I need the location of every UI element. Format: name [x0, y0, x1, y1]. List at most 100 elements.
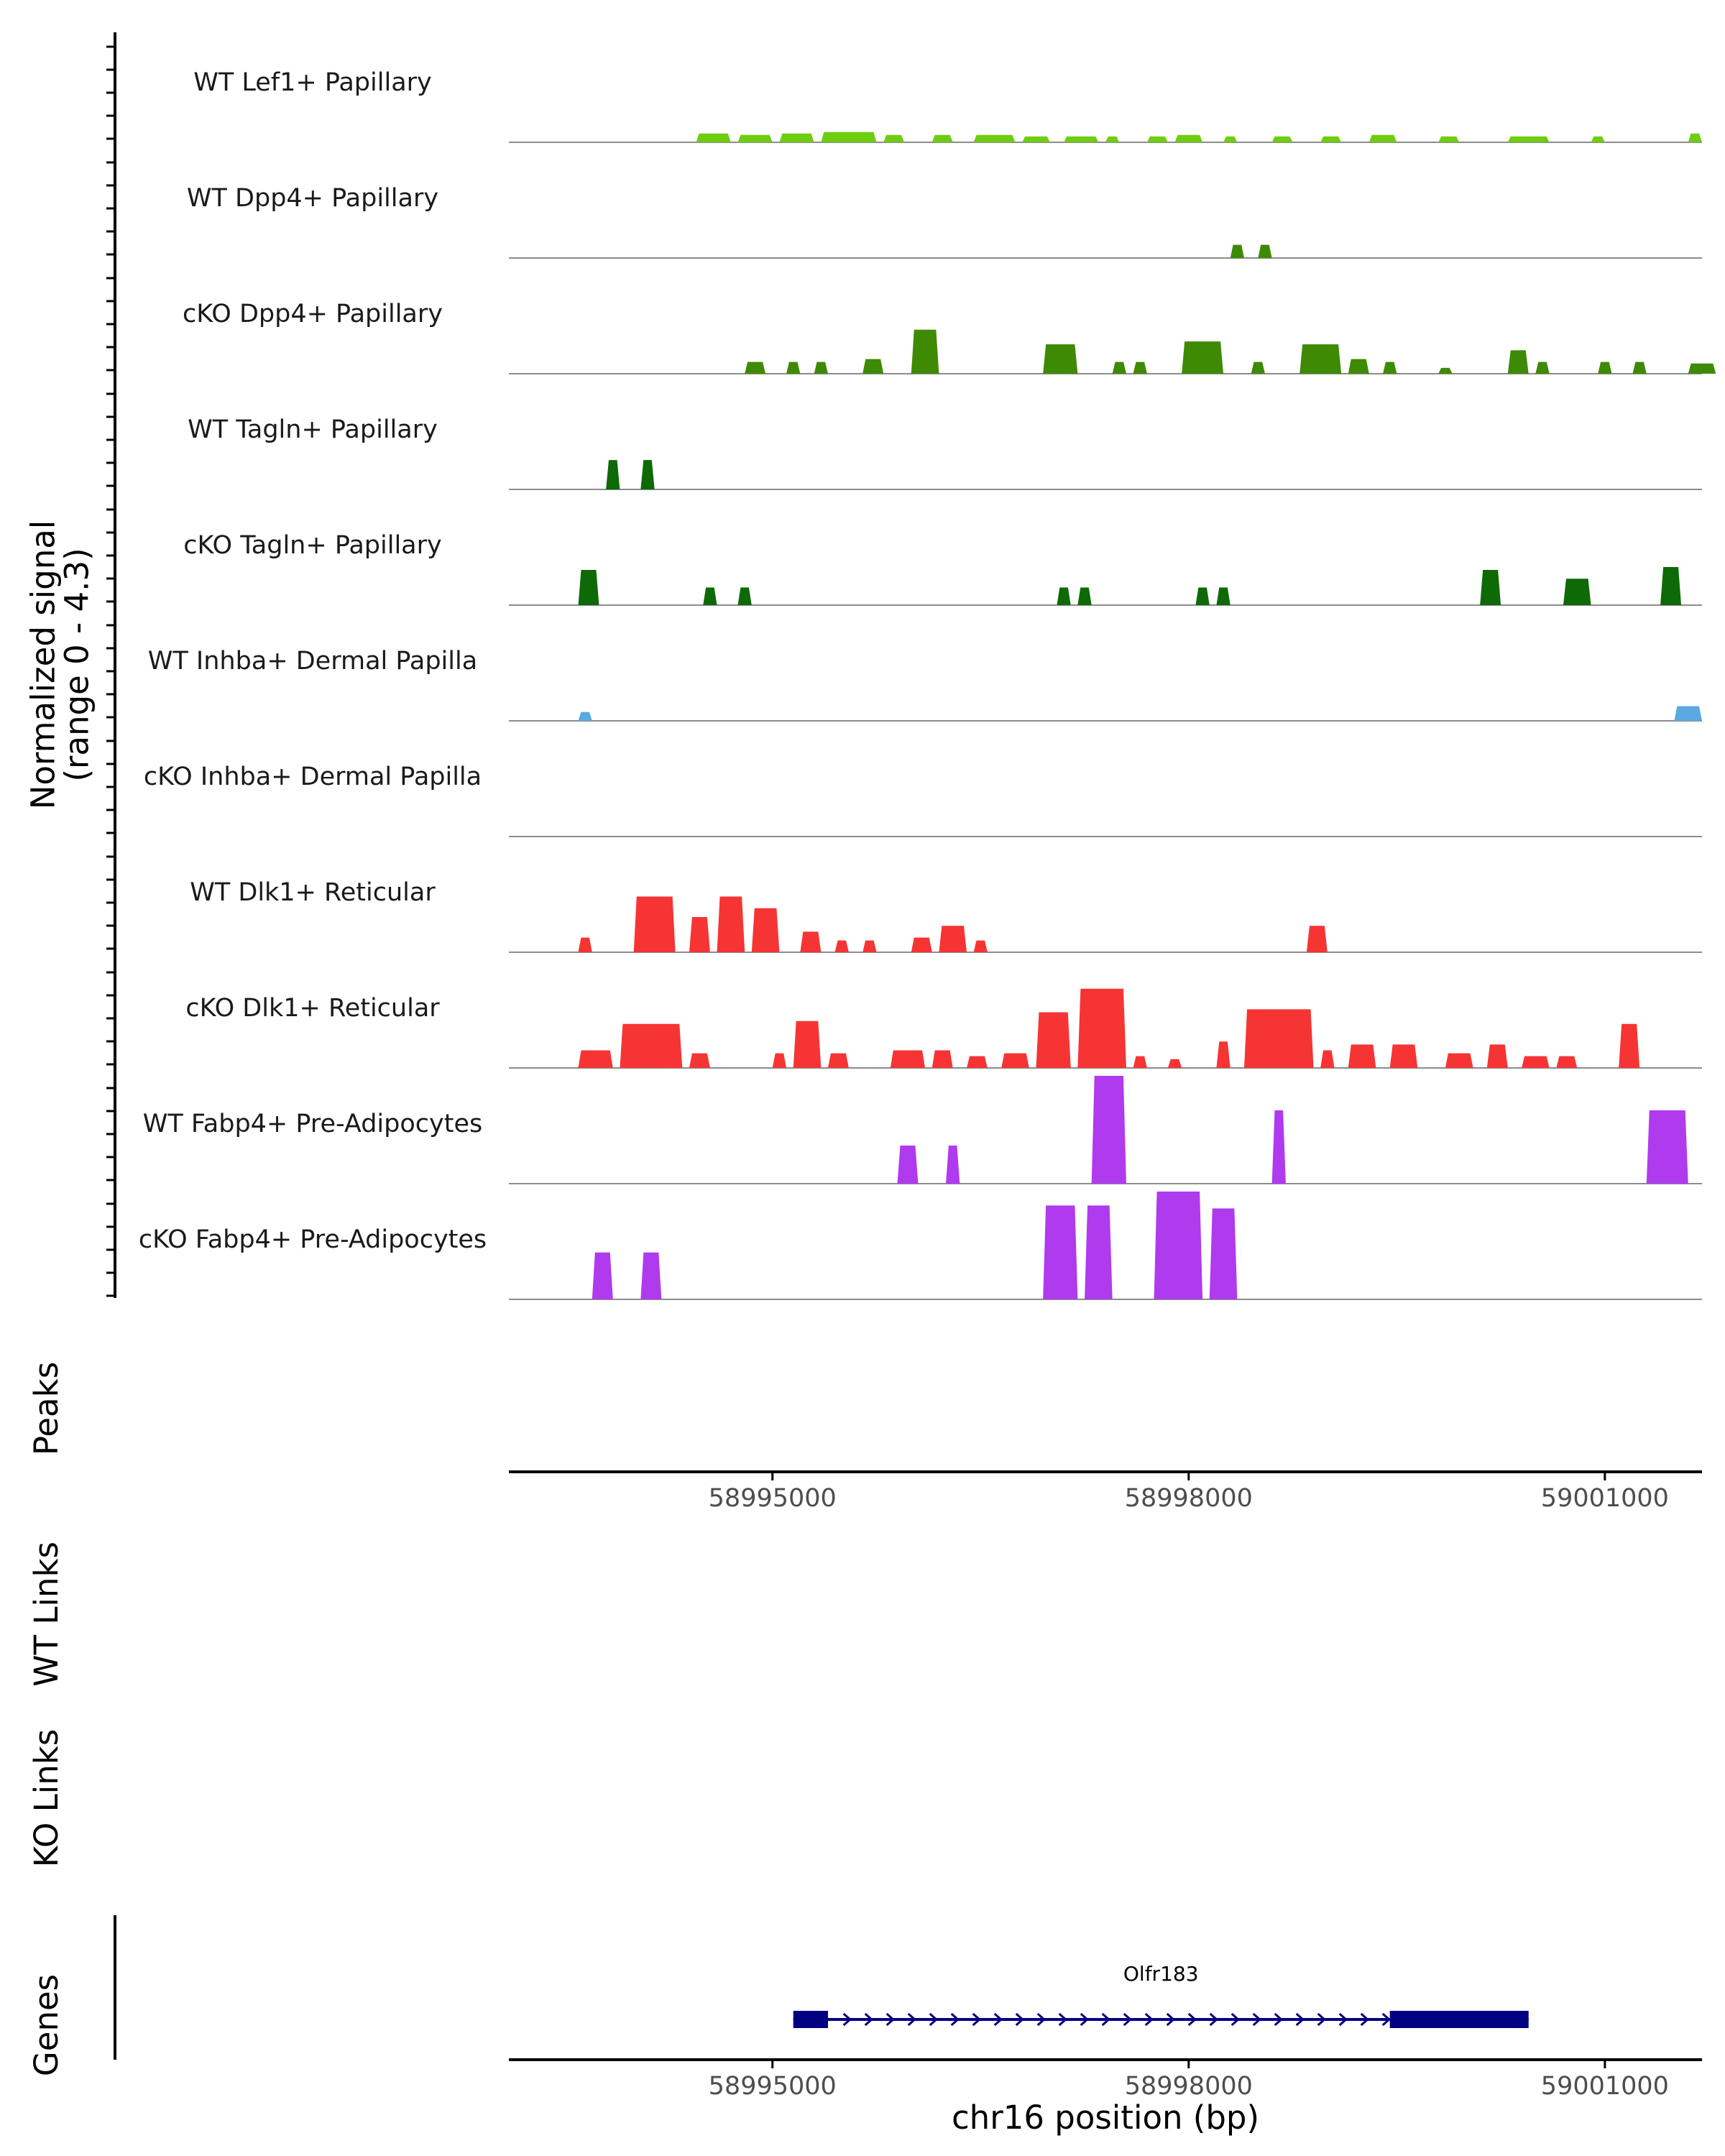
signal-peak — [1563, 579, 1591, 605]
track-label: cKO Inhba+ Dermal Papilla — [144, 763, 482, 791]
strand-arrow — [1187, 2012, 1197, 2027]
signal-peak — [1105, 136, 1120, 142]
strand-arrow — [1338, 2012, 1348, 2027]
signal-peak — [1480, 570, 1501, 605]
signal-peak — [827, 1053, 849, 1068]
signal-peak — [911, 937, 932, 952]
ko-links-track-label: KO Links — [27, 1729, 65, 1867]
x-axis-title: chr16 position (bp) — [952, 2099, 1259, 2137]
signal-peak — [1036, 1012, 1071, 1068]
signal-peak — [1646, 1110, 1688, 1184]
track-label: cKO Dlk1+ Reticular — [185, 994, 440, 1023]
x-tick-label: 59001000 — [1541, 1484, 1669, 1513]
signal-peak — [834, 940, 849, 952]
wt-links-track-label: WT Links — [27, 1542, 65, 1687]
signal-peak — [1223, 136, 1238, 142]
signal-peak — [1438, 367, 1453, 374]
track: cKO Fabp4+ Pre-Adipocytes — [139, 1192, 1702, 1300]
signal-peak — [1271, 1110, 1286, 1184]
x-tick-label: 58998000 — [1125, 1484, 1253, 1513]
signal-y-ticks — [106, 45, 115, 1297]
signal-peak — [1133, 1056, 1147, 1068]
signal-peak — [862, 940, 877, 952]
x-axis-peaks: 58995000 58998000 59001000 — [509, 1470, 1702, 1513]
track: WT Fabp4+ Pre-Adipocytes — [143, 1076, 1702, 1184]
signal-peak — [737, 587, 752, 605]
signal-peak — [1043, 1205, 1078, 1299]
signal-peak — [1535, 361, 1550, 374]
strand-arrow — [1317, 2012, 1326, 2027]
signal-peak — [786, 361, 801, 374]
gene-exon — [1389, 2011, 1529, 2028]
track-label: cKO Fabp4+ Pre-Adipocytes — [139, 1225, 487, 1254]
strand-arrow — [1101, 2012, 1110, 2027]
signal-peak — [1167, 1059, 1182, 1068]
strand-arrow — [842, 2012, 852, 2027]
strand-arrow — [1209, 2012, 1218, 2027]
signal-peak — [1182, 341, 1224, 374]
strand-arrow — [1080, 2012, 1089, 2027]
track-label: WT Inhba+ Dermal Papilla — [148, 647, 477, 676]
track-label: WT Lef1+ Papillary — [193, 68, 432, 97]
strand-arrow — [929, 2012, 938, 2027]
y-axis-title: Normalized signal(range 0 - 4.3) — [24, 520, 96, 810]
signal-peak — [1445, 1053, 1473, 1068]
signal-peak — [578, 570, 599, 605]
signal-peak — [1133, 361, 1147, 374]
strand-arrow — [1144, 2012, 1154, 2027]
signal-peak — [946, 1145, 960, 1184]
strand-arrow — [950, 2012, 960, 2027]
signal-peak — [1154, 1192, 1203, 1299]
signal-peak — [1043, 344, 1078, 374]
signal-peak — [1251, 361, 1265, 374]
signal-peak — [1022, 136, 1050, 142]
gene-name-label: Olfr183 — [1123, 1962, 1199, 1986]
track-label: WT Tagln+ Papillary — [188, 415, 438, 444]
strand-arrow — [864, 2012, 873, 2027]
signal-peak — [932, 1050, 953, 1068]
signal-peak — [1085, 1205, 1113, 1299]
signal-peak — [1486, 1044, 1508, 1068]
track: WT Dlk1+ Reticular — [190, 878, 1702, 953]
signal-peak — [821, 132, 877, 142]
signal-peak — [717, 896, 745, 952]
signal-peak — [1674, 706, 1702, 721]
strand-arrow — [1036, 2012, 1046, 2027]
signal-peak — [640, 460, 655, 489]
signal-peak — [1688, 363, 1716, 374]
strand-arrow — [993, 2012, 1003, 2027]
signal-peak — [1598, 361, 1612, 374]
genes-track-label: Genes — [27, 1974, 65, 2076]
signal-peak — [1306, 926, 1328, 952]
track: cKO Inhba+ Dermal Papilla — [144, 763, 1702, 837]
track-label: WT Dlk1+ Reticular — [190, 878, 436, 907]
gene-model — [793, 2011, 1529, 2028]
signal-peak — [751, 908, 780, 952]
track-label: WT Dpp4+ Papillary — [187, 184, 438, 213]
signal-peak — [800, 931, 822, 952]
signal-peak — [1619, 1023, 1640, 1068]
track: cKO Dpp4+ Papillary — [183, 300, 1716, 374]
signal-peak — [814, 361, 828, 374]
signal-peak — [1216, 1041, 1230, 1068]
signal-peak — [1146, 136, 1168, 142]
track: WT Inhba+ Dermal Papilla — [148, 647, 1702, 722]
signal-peak — [737, 134, 773, 142]
signal-peak — [1230, 244, 1245, 258]
strand-arrow — [1381, 2012, 1391, 2027]
strand-arrow — [1252, 2012, 1261, 2027]
signal-peak — [862, 359, 884, 374]
track: cKO Tagln+ Papillary — [183, 531, 1702, 606]
signal-peak — [689, 917, 710, 952]
signal-peak — [1244, 1009, 1314, 1068]
signal-peak — [1383, 361, 1397, 374]
signal-peak — [1320, 136, 1342, 142]
signal-peak — [973, 134, 1016, 142]
signal-peak — [703, 587, 717, 605]
signal-peak — [1091, 1076, 1126, 1184]
track: WT Tagln+ Papillary — [188, 415, 1702, 490]
signal-peak — [1438, 136, 1460, 142]
track: WT Lef1+ Papillary — [193, 68, 1702, 143]
signal-peak — [606, 460, 620, 489]
